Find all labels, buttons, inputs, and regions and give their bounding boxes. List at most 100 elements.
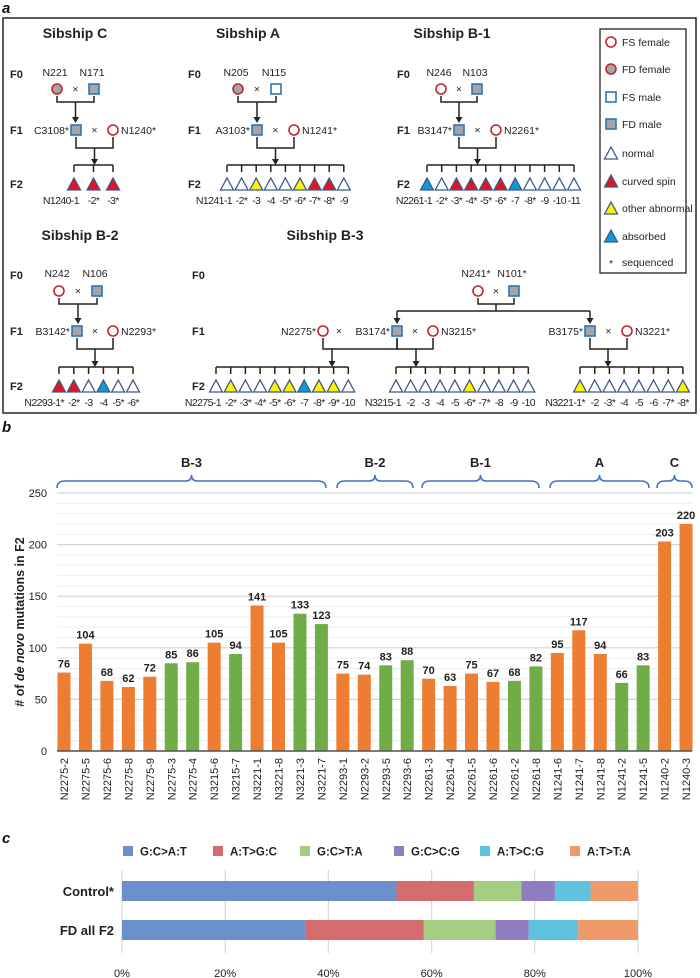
- y-axis-label-part: de novo: [13, 633, 27, 681]
- generation-label-f1: F1: [188, 125, 201, 137]
- group-label: A: [595, 455, 605, 470]
- normal-triangle-icon: [219, 176, 235, 191]
- offspring-label: -5*: [480, 195, 492, 207]
- normal-triangle-icon: [631, 378, 647, 393]
- mutation-count-bar-chart: 0 50 100 150 200 250 # of de novo mutations in…: [13, 455, 695, 800]
- stacked-segment-A:T>T:A: [590, 881, 638, 901]
- offspring-label: -6*: [495, 195, 507, 207]
- panel-label-c: c: [2, 830, 11, 847]
- stacked-segment-G:C>C:G: [521, 881, 555, 901]
- group-label: C: [670, 455, 680, 470]
- bar-N3221-1: [250, 605, 264, 751]
- normal-triangle-icon: [434, 176, 450, 191]
- normal-triangle-icon: [340, 378, 356, 393]
- offspring-label: -3*: [451, 195, 463, 207]
- f1-individual-name: B3142*: [36, 326, 70, 338]
- curved-spin-triangle-icon: [463, 176, 479, 191]
- f1-individual-name: B3147*: [418, 125, 452, 137]
- bar-N3221-7: [314, 624, 328, 751]
- bar-value-label: 104: [76, 630, 95, 642]
- arrowhead-icon: [74, 318, 82, 324]
- legend-label: normal: [622, 148, 654, 160]
- offspring-label: -9: [340, 195, 349, 207]
- bar-value-label: 86: [187, 648, 199, 660]
- sibship-title: Sibship B-1: [413, 25, 490, 41]
- bar-N3215-6: [207, 642, 221, 751]
- other-abnormal-triangle-icon: [311, 378, 327, 393]
- offspring-label: N1241-1: [196, 195, 233, 207]
- curved-spin-triangle-icon: [478, 176, 494, 191]
- f2-offspring-group: N1240-1 -2* -3*: [43, 165, 121, 207]
- offspring-label: -4*: [254, 397, 266, 409]
- f0-individual-name: N241*: [461, 268, 490, 280]
- sibship-b-3: Sibship B-3 F0 F1 F2 N241* N101* × N2275* B3174*…: [185, 227, 691, 409]
- f1-mating-line: [322, 338, 398, 350]
- fd-male-icon: [91, 285, 103, 297]
- pedigree-legend: FS female FD female FS male FD male normal cu…: [599, 28, 693, 274]
- legend-item-FD-male: FD male: [605, 118, 662, 131]
- offspring-label: -10: [553, 195, 567, 207]
- normal-triangle-icon: [110, 378, 126, 393]
- normal-triangle-icon: [234, 176, 250, 191]
- x-tick-label: N2293-1: [338, 758, 350, 800]
- legend-label: FD male: [622, 119, 662, 131]
- other-abnormal-triangle-icon: [572, 378, 588, 393]
- bar-value-label: 133: [291, 600, 309, 612]
- bar-N2261-3: [422, 678, 436, 751]
- legend-label: absorbed: [622, 231, 666, 243]
- f0-individual-name: N205: [223, 67, 248, 79]
- stacked-segment-A:T>T:A: [578, 920, 638, 940]
- x-tick-label: N1240-3: [681, 758, 693, 800]
- arrowhead-icon: [604, 361, 612, 367]
- bar-N2293-2: [357, 674, 371, 751]
- f0-individual-name: N101*: [497, 268, 526, 280]
- arrowhead-icon: [474, 159, 481, 165]
- fs-female-icon: [605, 36, 617, 48]
- f1-individual-name: N1241*: [302, 125, 337, 137]
- bar-N2275-6: [100, 680, 114, 751]
- generation-label-f0: F0: [397, 69, 410, 81]
- normal-triangle-icon: [587, 378, 603, 393]
- arrowhead-icon: [412, 361, 420, 367]
- legend-item-other-abnormal: other abnormal: [603, 200, 693, 215]
- offspring-label: -8*: [524, 195, 536, 207]
- f0-individual-name: N115: [262, 67, 286, 79]
- other-abnormal-triangle-icon: [248, 176, 264, 191]
- legend-label: A:T>G:C: [230, 847, 277, 859]
- normal-triangle-icon: [522, 176, 538, 191]
- curved-spin-triangle-icon: [492, 176, 509, 191]
- bar-N1240-3: [679, 523, 693, 751]
- x-tick-label: 80%: [524, 968, 546, 978]
- bar-value-label: 85: [165, 649, 177, 661]
- group-brace-B-2: [336, 474, 414, 489]
- normal-triangle-icon: [476, 378, 492, 393]
- stacked-segment-G:C>T:A: [473, 881, 522, 901]
- panel-label-a: a: [2, 0, 10, 17]
- fd-female-icon: [232, 83, 244, 95]
- offspring-label: -10: [522, 397, 536, 409]
- x-tick-label: N2275-6: [102, 758, 114, 800]
- bar-N1241-2: [615, 682, 629, 751]
- bar-value-label: 105: [269, 629, 287, 641]
- f1-mating-line: [589, 338, 628, 350]
- stacked-segment-G:C>C:G: [495, 920, 529, 940]
- legend-label: G:C>C:G: [411, 847, 460, 859]
- group-label: B-2: [365, 455, 386, 470]
- legend-swatch-icon: [123, 846, 133, 856]
- fd-male-icon: [471, 83, 483, 95]
- generation-label-f1: F1: [397, 125, 410, 137]
- x-tick-label: N2275-2: [59, 758, 71, 800]
- offspring-label: -9: [510, 397, 519, 409]
- sibship-title: Sibship B-2: [41, 227, 118, 243]
- x-tick-label: 0%: [114, 968, 130, 978]
- y-tick-label: 0: [41, 746, 47, 758]
- offspring-label: -7: [300, 397, 309, 409]
- legend-item-curved-spin: curved spin: [603, 173, 676, 188]
- fd-male-icon: [391, 325, 403, 337]
- legend-swatch-icon: [480, 846, 490, 856]
- f1-mating-line: [256, 137, 295, 149]
- normal-triangle-icon: [601, 378, 617, 393]
- bar-N1241-8: [593, 653, 607, 751]
- y-tick-label: 200: [29, 540, 47, 552]
- x-tick-label: 100%: [624, 968, 652, 978]
